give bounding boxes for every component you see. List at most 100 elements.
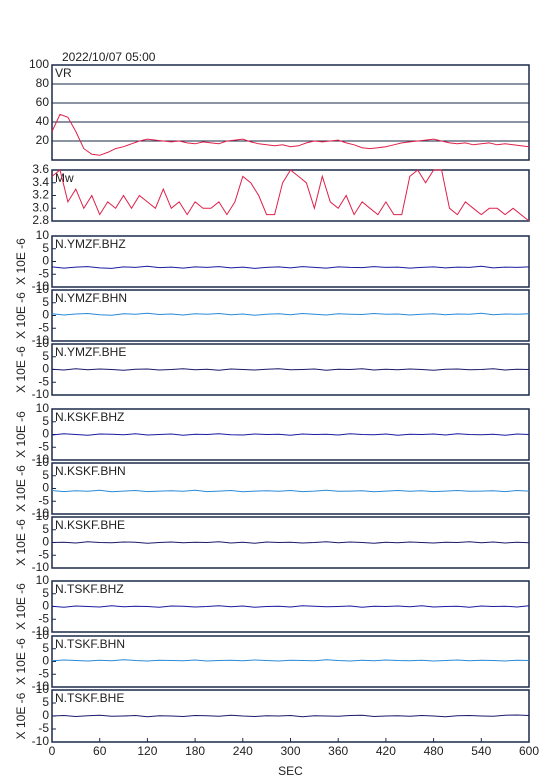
y-tick-label: -5 xyxy=(38,266,49,280)
y-axis-label: X 10E -6 xyxy=(14,292,28,339)
panel-label: N.TSKF.BHE xyxy=(55,691,124,705)
y-tick-label: 0 xyxy=(42,481,49,495)
y-tick-label: 10 xyxy=(36,401,50,415)
y-tick-label: 20 xyxy=(36,133,50,147)
panel-label: N.KSKF.BHZ xyxy=(55,410,124,424)
y-tick-label: 3.6 xyxy=(32,162,49,176)
y-tick-label: 0 xyxy=(42,654,49,668)
panel-frame xyxy=(51,64,530,161)
y-axis-label: X 10E -6 xyxy=(14,638,28,685)
x-tick-label: 360 xyxy=(328,744,348,758)
panel-label: N.YMZF.BHN xyxy=(55,291,127,305)
panel-label: N.YMZF.BHE xyxy=(55,345,126,359)
y-tick-label: 10 xyxy=(36,336,50,350)
x-tick-label: 60 xyxy=(93,744,107,758)
panel-label: N.TSKF.BHN xyxy=(55,637,125,651)
chart-title: 2022/10/07 05:00 xyxy=(62,50,156,64)
y-axis-label: X 10E -6 xyxy=(14,692,28,739)
trace xyxy=(51,605,530,608)
y-tick-label: -5 xyxy=(38,666,49,680)
y-tick-label: 10 xyxy=(36,455,50,469)
x-tick-label: 180 xyxy=(185,744,205,758)
y-tick-label: 10 xyxy=(36,228,50,242)
y-tick-label: 0 xyxy=(42,708,49,722)
y-tick-label: 5 xyxy=(42,414,49,428)
y-tick-label: -5 xyxy=(38,374,49,388)
y-tick-label: 10 xyxy=(36,682,50,696)
y-tick-label: 10 xyxy=(36,628,50,642)
trace xyxy=(51,659,530,662)
panel-label: N.YMZF.BHZ xyxy=(55,237,126,251)
y-tick-label: 10 xyxy=(36,282,50,296)
trace xyxy=(51,265,530,269)
panel-label: N.KSKF.BHN xyxy=(55,464,126,478)
y-tick-label: 5 xyxy=(42,349,49,363)
trace xyxy=(51,541,530,544)
y-axis-label: X 10E -6 xyxy=(14,238,28,285)
y-tick-label: 40 xyxy=(36,114,50,128)
y-tick-label: 10 xyxy=(36,573,50,587)
y-tick-label: 0 xyxy=(42,427,49,441)
y-tick-label: -5 xyxy=(38,439,49,453)
y-axis-label: X 10E -6 xyxy=(14,465,28,512)
y-tick-label: 0 xyxy=(42,254,49,268)
panel-label: Mw xyxy=(55,171,74,185)
y-axis-label: X 10E -6 xyxy=(14,583,28,630)
y-tick-label: 0 xyxy=(42,535,49,549)
y-tick-label: -10 xyxy=(32,387,50,401)
panel-label: VR xyxy=(55,66,72,80)
y-axis-label: X 10E -6 xyxy=(14,346,28,393)
x-tick-label: 300 xyxy=(280,744,300,758)
y-tick-label: 0 xyxy=(42,308,49,322)
y-tick-label: -10 xyxy=(32,279,50,293)
y-tick-label: 5 xyxy=(42,695,49,709)
y-tick-label: -5 xyxy=(38,547,49,561)
x-tick-label: 120 xyxy=(137,744,157,758)
x-axis-label: SEC xyxy=(278,764,303,778)
y-axis-label: X 10E -6 xyxy=(14,519,28,566)
trace xyxy=(51,368,530,371)
trace xyxy=(51,312,530,316)
y-tick-label: -5 xyxy=(38,493,49,507)
y-tick-label: -10 xyxy=(32,506,50,520)
y-tick-label: -10 xyxy=(32,452,50,466)
y-tick-label: 3.4 xyxy=(32,175,49,189)
y-tick-label: 100 xyxy=(29,57,49,71)
y-tick-label: 0 xyxy=(42,599,49,613)
y-tick-label: -10 xyxy=(32,679,50,693)
y-tick-label: 5 xyxy=(42,586,49,600)
y-tick-label: -10 xyxy=(32,560,50,574)
y-tick-label: -10 xyxy=(32,624,50,638)
panel-label: N.TSKF.BHZ xyxy=(55,582,124,596)
y-tick-label: 3.2 xyxy=(32,188,49,202)
y-tick-label: 5 xyxy=(42,468,49,482)
y-tick-label: -5 xyxy=(38,611,49,625)
y-tick-label: 80 xyxy=(36,76,50,90)
y-tick-label: -10 xyxy=(32,333,50,347)
trace xyxy=(51,433,530,436)
trace xyxy=(51,714,530,718)
y-tick-label: -10 xyxy=(32,734,50,748)
y-tick-label: 2.8 xyxy=(32,213,49,227)
y-tick-label: 10 xyxy=(36,509,50,523)
y-tick-label: 0 xyxy=(42,362,49,376)
x-tick-label: 420 xyxy=(376,744,396,758)
trace xyxy=(51,113,530,156)
x-tick-label: 240 xyxy=(233,744,253,758)
y-tick-label: 5 xyxy=(42,522,49,536)
y-axis-label: X 10E -6 xyxy=(14,411,28,458)
y-tick-label: 60 xyxy=(36,95,50,109)
y-tick-label: 5 xyxy=(42,641,49,655)
x-tick-label: 600 xyxy=(519,744,539,758)
trace xyxy=(51,489,530,493)
trace xyxy=(51,169,530,222)
x-tick-label: 0 xyxy=(49,744,56,758)
y-tick-label: 5 xyxy=(42,295,49,309)
y-tick-label: -5 xyxy=(38,320,49,334)
y-tick-label: 3.0 xyxy=(32,200,49,214)
x-tick-label: 480 xyxy=(424,744,444,758)
x-tick-label: 540 xyxy=(471,744,491,758)
y-tick-label: -5 xyxy=(38,721,49,735)
y-tick-label: 5 xyxy=(42,241,49,255)
